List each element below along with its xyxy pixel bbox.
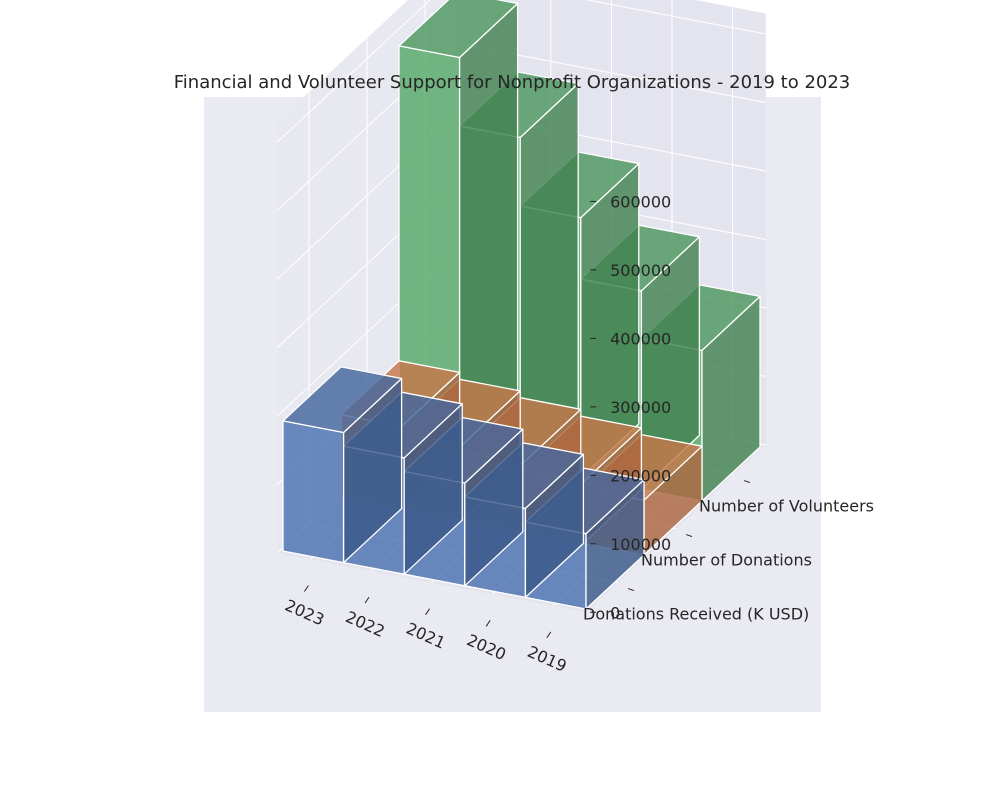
z-tick-label: 200000 (610, 466, 671, 485)
y-tick-mark (743, 480, 751, 484)
z-tick-label: 500000 (610, 261, 671, 280)
bar-top-face (282, 366, 403, 434)
z-tick-label: 0 (610, 603, 620, 622)
z-tick-label: 100000 (610, 535, 671, 554)
x-tick-mark (546, 631, 552, 639)
bar (398, 0, 519, 456)
y-tick-mark (685, 534, 693, 538)
bars (282, 0, 761, 610)
bar-front-face (282, 420, 345, 564)
z-grid-line (276, 0, 766, 143)
z-tick-label: 300000 (610, 398, 671, 417)
x-tick-mark (364, 596, 370, 604)
chart-title: Financial and Volunteer Support for Nonp… (174, 72, 851, 93)
y-tick-label: Number of Volunteers (699, 497, 874, 516)
x-tick-mark (485, 620, 491, 627)
y-tick-label: Donations Received (K USD) (583, 605, 809, 624)
y-tick-mark (627, 588, 635, 592)
x-tick-mark (425, 608, 431, 615)
z-tick-label: 400000 (610, 329, 671, 348)
bar-top-face (398, 0, 519, 59)
z-tick-label: 600000 (610, 192, 671, 211)
y-tick-label: Number of Donations (641, 551, 812, 570)
x-tick-mark (303, 585, 309, 592)
bar (282, 366, 403, 564)
